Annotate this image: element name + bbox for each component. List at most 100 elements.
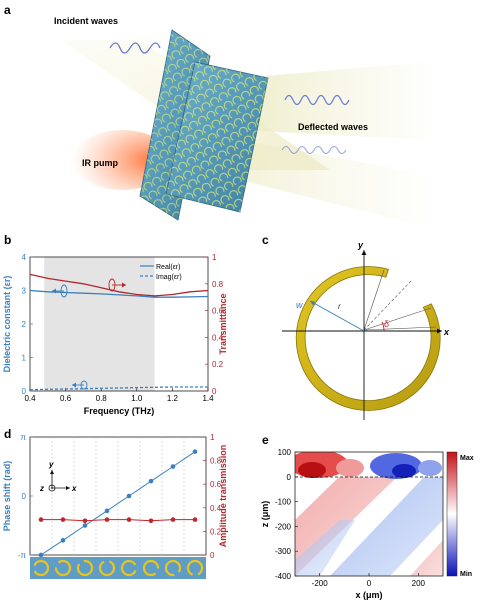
y-tick-label: -200 xyxy=(275,522,292,531)
y-tick-label: 0 xyxy=(287,473,292,482)
panel-e: e -200 0 200 100 0 -100 -200 -300 -400 Max Min z… xyxy=(260,433,474,600)
unit-cell-ring xyxy=(33,559,50,577)
y-right-tick-label: 0.6 xyxy=(212,307,224,316)
incident-wave-packet xyxy=(109,42,161,54)
amplitude-point xyxy=(82,518,88,524)
panel-b-series xyxy=(29,273,209,391)
y-tick-label: -300 xyxy=(275,547,292,556)
phase-line xyxy=(40,451,196,556)
panel-d-ylabel-left: Phase shift (rad) xyxy=(2,461,12,532)
x-tick-label: 1.2 xyxy=(167,394,179,403)
transmitted-wave-packet xyxy=(281,146,347,154)
y-left-tick-label: 3 xyxy=(22,287,27,296)
y-left-tick-label: 4 xyxy=(22,253,27,262)
panel-c: c y x w r δ xyxy=(262,233,450,420)
phase-point xyxy=(82,523,88,528)
panel-e-xlabel: x (μm) xyxy=(355,590,382,600)
ring-x-label: x xyxy=(443,327,450,337)
y-right-tick-label: 0.2 xyxy=(210,527,222,536)
y-left-tick-label: -π xyxy=(18,551,27,560)
delta-arc xyxy=(381,321,385,332)
amplitude-point xyxy=(170,517,176,522)
panel-b: b 0.4 0.6 0.8 1.0 1.2 1.40123400.20.40.60.81 … xyxy=(2,233,228,416)
amplitude-point xyxy=(60,517,66,522)
x-tick-label: 0.4 xyxy=(24,394,36,403)
shaded-band xyxy=(44,257,155,391)
amplitude-point xyxy=(126,517,132,522)
split-ring-resonator xyxy=(295,266,441,411)
panel-b-ylabel-left: Dielectric constant (εr) xyxy=(2,276,12,373)
unit-cell-ring xyxy=(54,559,72,577)
colorbar-min-label: Min xyxy=(460,571,472,578)
unit-cell-ring xyxy=(186,559,204,576)
colorbar-max-label: Max xyxy=(460,455,474,462)
incident-waves-label: Incident waves xyxy=(54,16,118,26)
y-right-tick-label: 0.2 xyxy=(212,360,224,369)
ring-w-label: w xyxy=(296,300,303,310)
deflected-waves-label: Deflected waves xyxy=(298,122,368,132)
panel-d-coordinate-axes xyxy=(48,470,70,492)
y-right-tick-label: 0.4 xyxy=(212,333,224,342)
panel-b-axis-arrows xyxy=(52,278,126,390)
unit-cell-ring xyxy=(76,559,94,577)
x-tick-label: 0 xyxy=(367,579,372,588)
series-line-transmittance xyxy=(29,273,209,297)
x-tick-label: 200 xyxy=(412,579,426,588)
ir-pump-label: IR pump xyxy=(82,158,118,168)
panel-d-ticks: -π 0 π 0 0.2 0.4 0.6 0.8 1 xyxy=(18,433,222,560)
unit-cell-ring xyxy=(142,559,160,577)
x-tick-label: 0.8 xyxy=(96,394,108,403)
panel-b-letter: b xyxy=(4,233,11,247)
panel-d-series xyxy=(38,449,198,558)
colorbar xyxy=(446,451,458,577)
amplitude-point xyxy=(104,517,110,522)
panel-d-ylabel-right: Amplitude transmission xyxy=(218,445,228,548)
legend-imag: Imag(εr) xyxy=(156,274,182,281)
amplitude-point xyxy=(192,517,198,522)
y-right-tick-label: 0.4 xyxy=(210,504,222,513)
panel-d: d -π 0 π 0 0.2 0.4 0.6 0.8 1 y z x Phase shift (… xyxy=(2,427,228,579)
coord-x-label: x xyxy=(71,484,77,493)
phase-point xyxy=(104,508,110,514)
transmitted-beam xyxy=(240,140,430,228)
ring-construction-lines xyxy=(363,269,437,331)
y-right-tick-label: 0 xyxy=(212,387,217,396)
unit-cell-ring xyxy=(120,559,137,577)
blue-phase-band-lower xyxy=(330,476,443,576)
coord-z-label: z xyxy=(39,484,44,493)
panel-b-xlabel: Frequency (THz) xyxy=(84,406,155,416)
unit-cell-ring xyxy=(98,560,116,577)
x-tick-label: 1.0 xyxy=(131,394,143,403)
phase-point xyxy=(148,478,154,484)
y-left-tick-label: 0 xyxy=(22,387,27,396)
unit-cell-rings xyxy=(33,559,204,577)
phase-point xyxy=(192,449,198,454)
panel-a-letter: a xyxy=(4,3,11,17)
panel-b-legend: Real(εr) Imag(εr) xyxy=(140,264,182,281)
panel-c-letter: c xyxy=(262,233,269,247)
panel-b-ylabel-right: Transmittance xyxy=(218,293,228,354)
panel-a-illustration xyxy=(60,29,430,228)
phase-point xyxy=(170,464,176,469)
y-right-tick-label: 0 xyxy=(210,551,215,560)
y-tick-label: 100 xyxy=(278,448,292,457)
x-tick-label: -200 xyxy=(312,579,329,588)
y-left-tick-label: π xyxy=(20,433,26,442)
y-right-tick-label: 1 xyxy=(212,253,217,262)
panel-a: a Incident waves Deflected waves IR pump xyxy=(4,3,430,228)
heatmap-field xyxy=(295,452,443,576)
ring-r-label: r xyxy=(338,302,341,311)
x-tick-label: 1.4 xyxy=(202,394,214,403)
radius-line xyxy=(309,300,365,332)
panel-e-letter: e xyxy=(262,433,269,447)
phase-point xyxy=(60,538,66,543)
panel-d-axes-frame xyxy=(29,436,207,556)
y-left-tick-label: 2 xyxy=(22,320,27,329)
panel-e-ylabel: z (μm) xyxy=(260,501,270,528)
ring-y-label: y xyxy=(357,240,364,250)
y-right-tick-label: 1 xyxy=(210,433,215,442)
amplitude-point xyxy=(148,518,154,524)
y-tick-label: -100 xyxy=(275,498,292,507)
y-right-tick-label: 0.8 xyxy=(212,280,224,289)
